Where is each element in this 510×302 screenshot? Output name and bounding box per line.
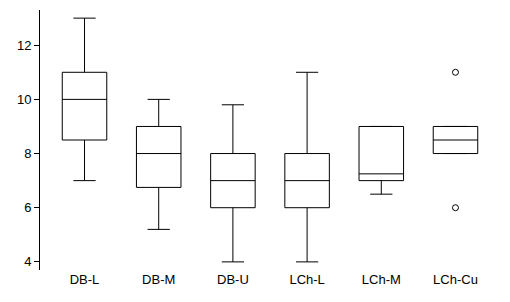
svg-text:4: 4 bbox=[24, 254, 31, 269]
svg-text:12: 12 bbox=[17, 38, 31, 53]
svg-text:DB-L: DB-L bbox=[70, 272, 100, 287]
svg-text:LCh-Cu: LCh-Cu bbox=[433, 272, 478, 287]
svg-text:6: 6 bbox=[24, 200, 31, 215]
svg-text:LCh-M: LCh-M bbox=[362, 272, 401, 287]
svg-text:8: 8 bbox=[24, 146, 31, 161]
svg-text:LCh-L: LCh-L bbox=[289, 272, 324, 287]
svg-text:10: 10 bbox=[17, 92, 31, 107]
svg-text:DB-U: DB-U bbox=[217, 272, 249, 287]
svg-text:DB-M: DB-M bbox=[142, 272, 175, 287]
